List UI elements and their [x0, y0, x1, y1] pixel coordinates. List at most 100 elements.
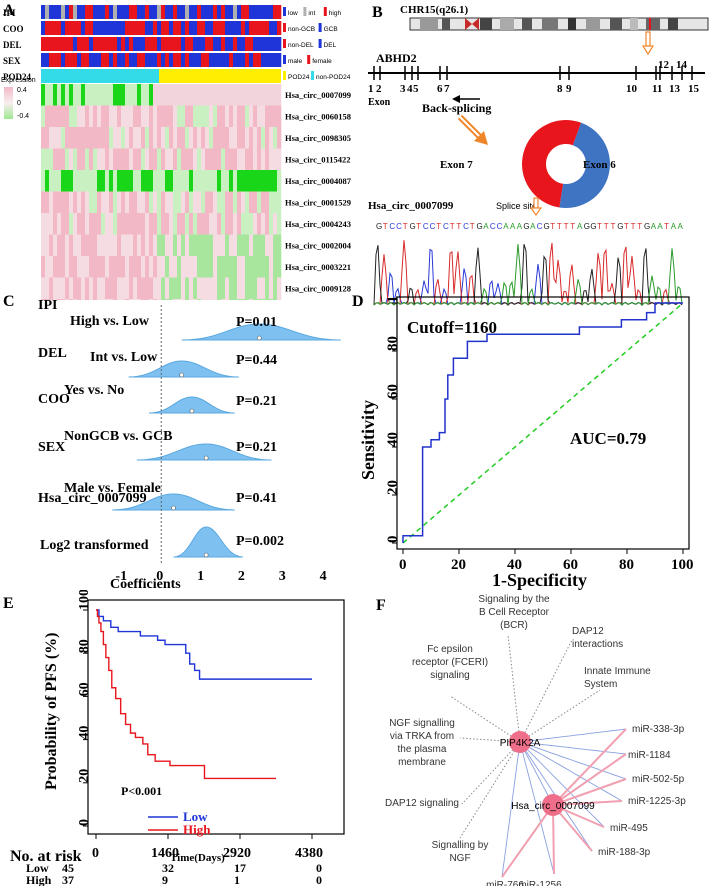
heatmap-cell — [161, 148, 166, 171]
heatmap-cell — [197, 127, 202, 149]
pathway-label: interactions — [572, 639, 623, 650]
heatmap-cell — [113, 127, 118, 149]
km-curve-high — [96, 609, 276, 780]
circrna-mirna-edge — [552, 804, 555, 875]
heatmap-cell — [105, 256, 110, 278]
x-axis-label: Time(Days) — [170, 852, 225, 864]
circrna-mirna-edge — [552, 778, 627, 806]
heatmap-cell — [225, 148, 230, 171]
heatmap-cell — [217, 191, 222, 214]
heatmap-cell — [61, 170, 66, 192]
heatmap-cell — [217, 256, 222, 278]
pip4k2a-node — [509, 731, 531, 753]
ipi-cell — [181, 5, 186, 19]
heatmap-cell — [69, 213, 74, 235]
heatmap-cell — [205, 191, 210, 214]
heatmap-row-label: Hsa_circ_0004087 — [285, 176, 352, 186]
heatmap-cell — [241, 277, 246, 300]
sex-cell — [253, 53, 258, 67]
heatmap-cell — [193, 105, 198, 128]
heatmap-cell — [105, 234, 110, 257]
heatmap-cell — [241, 299, 246, 300]
ipi-cell — [117, 5, 122, 19]
sex-cell — [225, 53, 230, 67]
exon7-arc — [522, 120, 582, 208]
heatmap-cell — [257, 299, 262, 300]
heatmap-cell — [217, 299, 222, 300]
del-cell — [133, 37, 138, 51]
heatmap-cell — [273, 170, 278, 192]
back-splicing-arrow-icon — [452, 95, 480, 103]
x-tick-label: 4 — [320, 569, 327, 584]
heatmap-cell — [205, 213, 210, 235]
coo-cell — [41, 21, 46, 35]
heatmap-cell — [245, 277, 250, 300]
heatmap-cell — [125, 256, 130, 278]
heatmap-cell — [53, 299, 58, 300]
base-letter: T — [383, 222, 388, 231]
risk-table-title: No. at risk — [10, 848, 82, 865]
x-tick-label: 1460 — [151, 846, 179, 861]
heatmap-cell — [177, 84, 182, 106]
del-cell — [101, 37, 106, 51]
sex-cell — [77, 53, 82, 67]
heatmap-cell — [245, 191, 250, 214]
coo-cell — [169, 21, 174, 35]
heatmap-cell — [49, 234, 54, 257]
heatmap-cell — [221, 84, 226, 106]
heatmap-cell — [153, 213, 158, 235]
pathway-label: DAP12 — [572, 626, 604, 637]
heatmap-cell — [45, 234, 50, 257]
heatmap-cell — [273, 148, 278, 171]
pathway-label: via TRKA from — [390, 731, 454, 742]
heatmap-row-label: Hsa_circ_0002004 — [285, 241, 352, 251]
heatmap-cell — [41, 105, 46, 128]
sex-cell — [169, 53, 174, 67]
heatmap-cell — [249, 256, 254, 278]
heatmap-cell — [265, 234, 270, 257]
heatmap-cell — [177, 105, 182, 128]
pip4k2a-label: PIP4K2A — [500, 738, 541, 749]
heatmap-cell — [89, 191, 94, 214]
heatmap-cell — [161, 299, 166, 300]
heatmap-cell — [249, 299, 254, 300]
sex-cell — [229, 53, 234, 67]
heatmap-cell — [189, 170, 194, 192]
del-cell — [53, 37, 58, 51]
heatmap-row-label: Hsa_circ_0007099 — [285, 90, 351, 100]
del-cell — [257, 37, 262, 51]
heatmap-cell — [109, 170, 114, 192]
base-letter: A — [577, 222, 583, 231]
heatmap-cell — [73, 170, 78, 192]
heatmap-cell — [157, 148, 162, 171]
diagonal-arrow-icon — [457, 114, 488, 145]
heatmap-cell — [277, 213, 282, 235]
heatmap-cell — [241, 213, 246, 235]
heatmap-cell — [113, 299, 118, 300]
circ-name-label: Hsa_circ_0007099 — [368, 200, 454, 212]
base-letter: A — [651, 222, 657, 231]
coo-cell — [241, 21, 246, 35]
legend-swatch — [323, 7, 327, 16]
base-letter: C — [497, 222, 503, 231]
heatmap-cell — [205, 299, 210, 300]
heatmap-cell — [65, 127, 70, 149]
del-cell — [137, 37, 142, 51]
heatmap-cell — [141, 234, 146, 257]
heatmap-cell — [197, 234, 202, 257]
heatmap-cell — [137, 170, 142, 192]
heatmap-grid — [41, 84, 282, 300]
heatmap-cell — [93, 213, 98, 235]
coo-cell — [49, 21, 54, 35]
ipi-cell — [269, 5, 274, 19]
forest-comparison-label: Yes vs. No — [64, 383, 124, 398]
heatmap-cell — [181, 148, 186, 171]
heatmap-cell — [265, 256, 270, 278]
heatmap-cell — [89, 105, 94, 128]
risk-group-label: High — [26, 873, 52, 886]
heatmap-cell — [81, 148, 86, 171]
heatmap-cell — [97, 213, 102, 235]
splice-site-label: Splice site — [496, 201, 537, 211]
heatmap-cell — [237, 234, 242, 257]
base-letter: T — [637, 222, 642, 231]
